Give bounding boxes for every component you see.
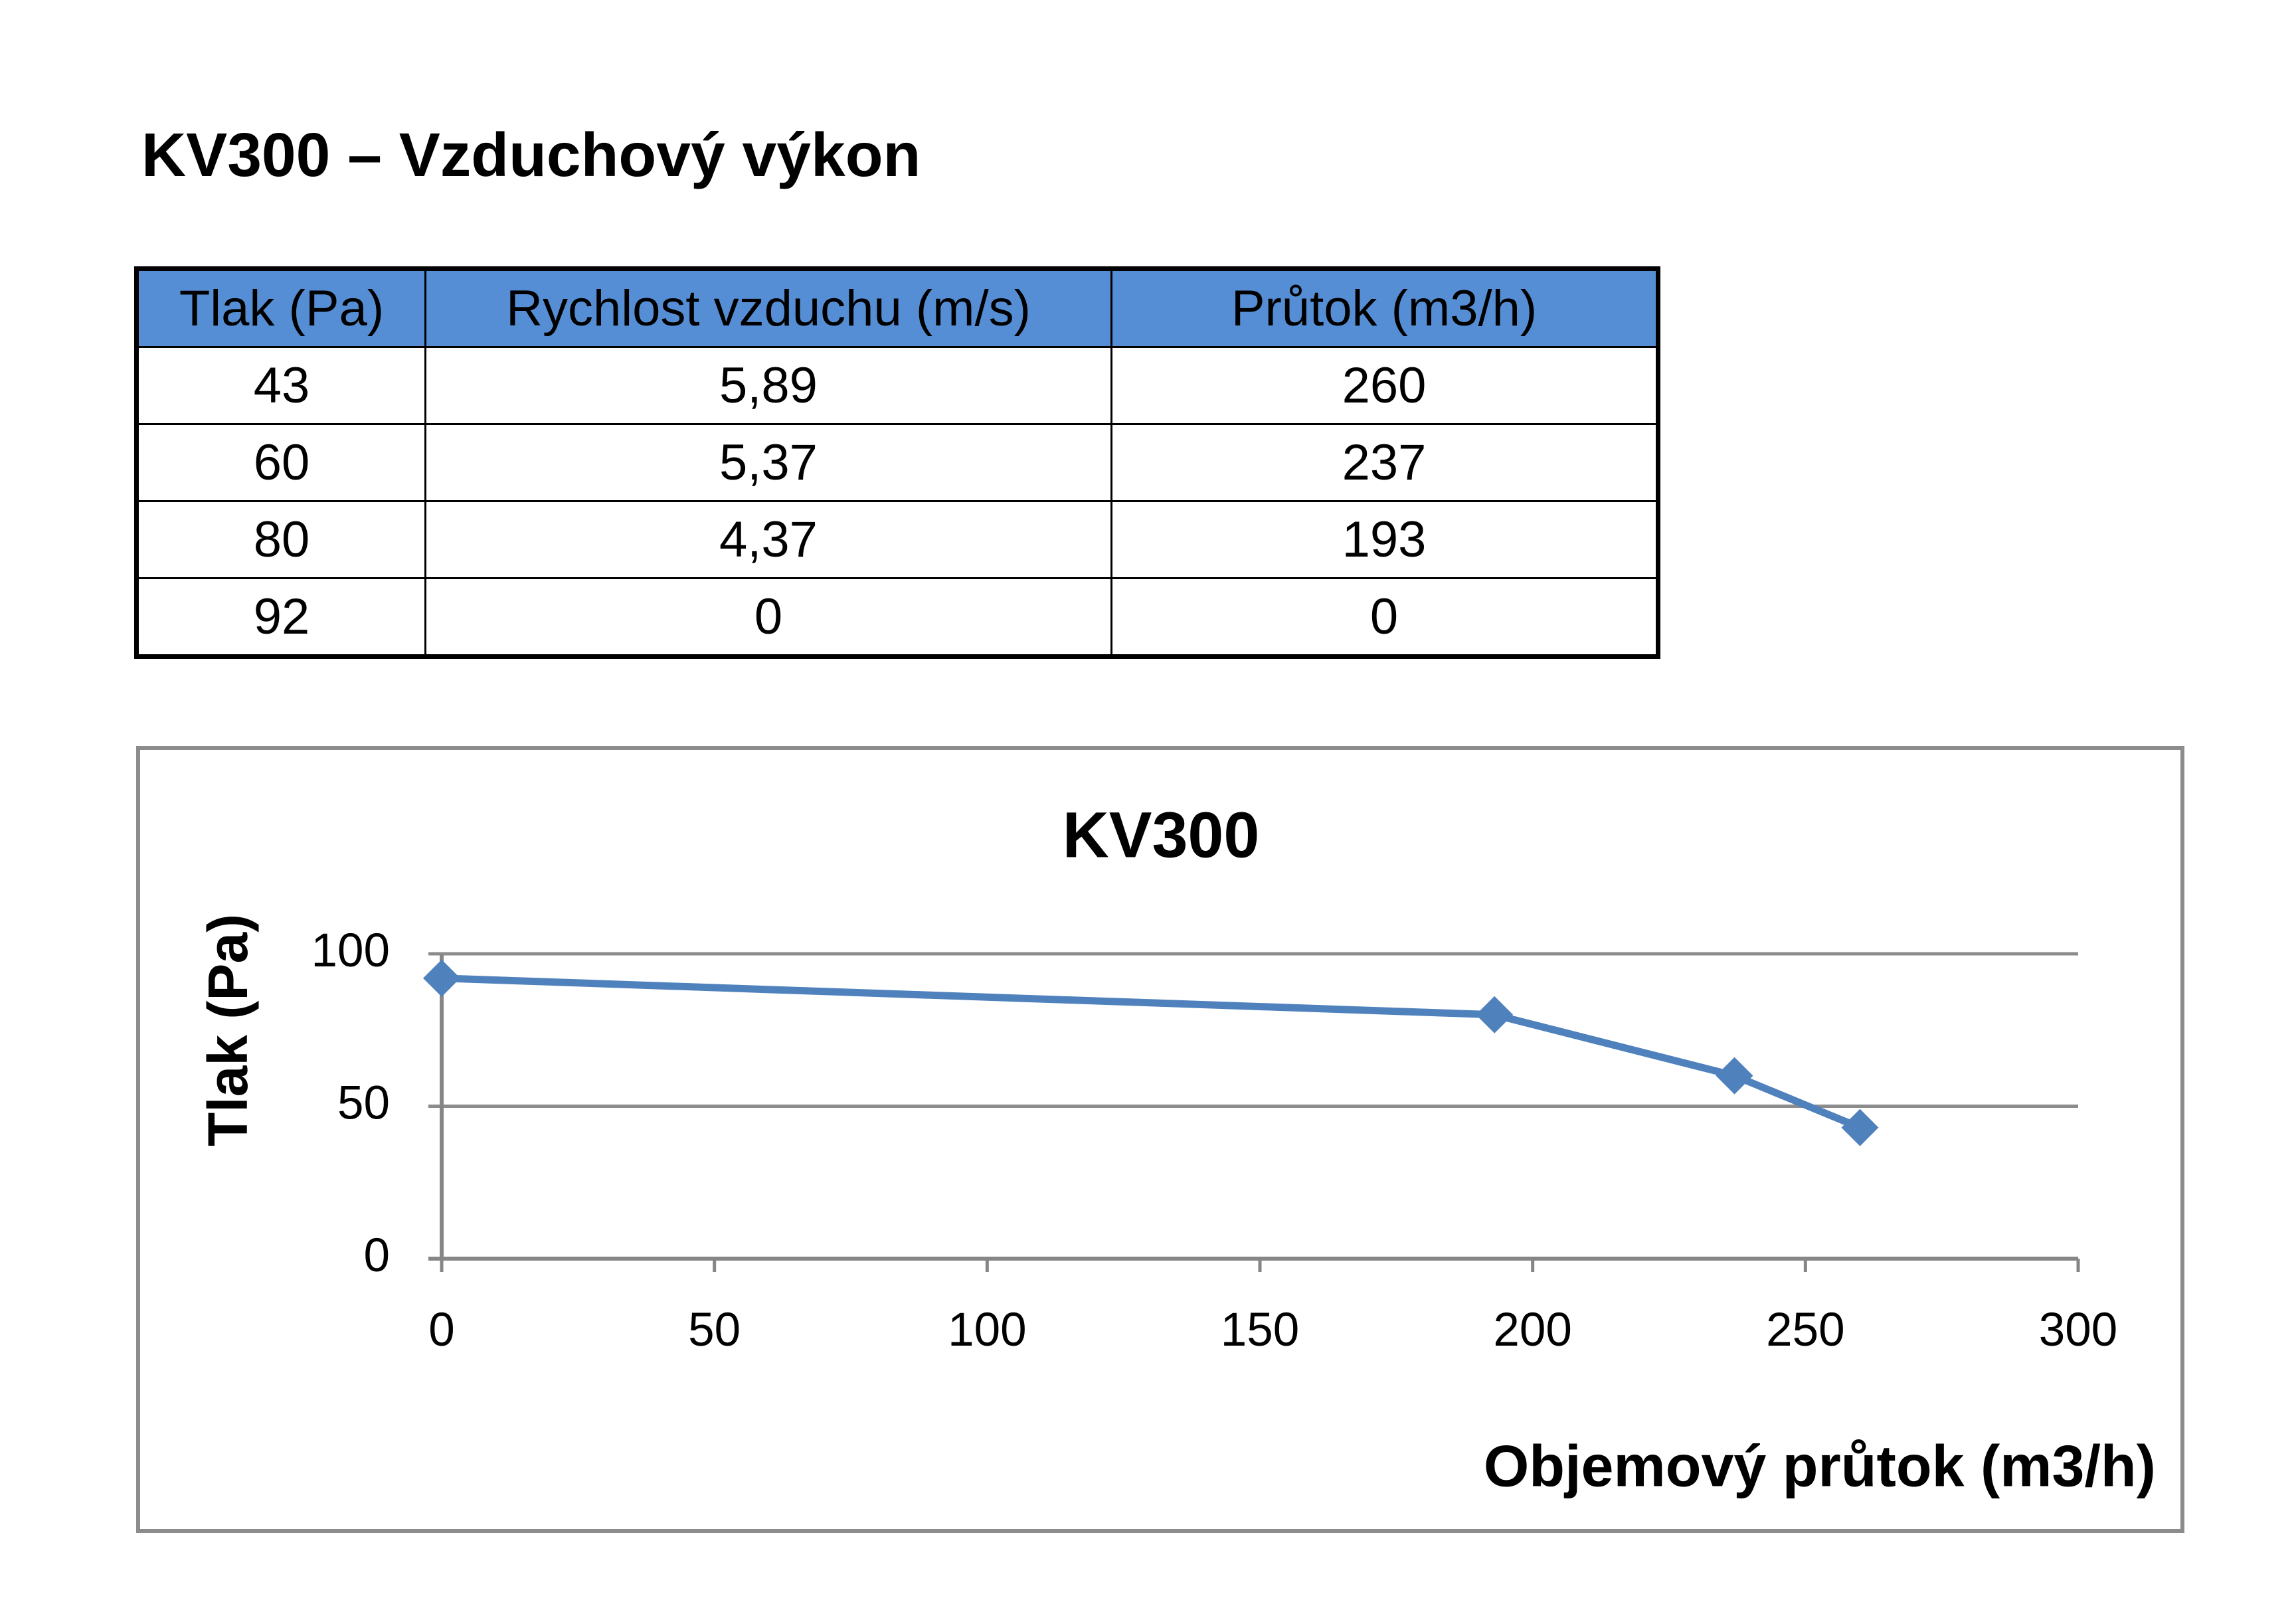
table-cell: 0 bbox=[424, 577, 1112, 658]
data-point bbox=[423, 959, 460, 997]
data-point bbox=[1841, 1109, 1879, 1146]
x-tick-label: 300 bbox=[2039, 1304, 2117, 1356]
table-cell: 4,37 bbox=[424, 500, 1112, 579]
header-row: Tlak (Pa) Rychlost vzduchu (m/s) Průtok … bbox=[135, 268, 1659, 348]
document-title: KV300 – Vzduchový výkon bbox=[141, 120, 921, 189]
table-cell: 43 bbox=[135, 346, 426, 425]
table-cell: 92 bbox=[135, 577, 426, 658]
table-row: 80 4,37 193 bbox=[135, 500, 1659, 579]
header-cell: Tlak (Pa) bbox=[135, 268, 426, 348]
table-cell: 193 bbox=[1110, 500, 1659, 579]
x-tick-label: 100 bbox=[948, 1304, 1026, 1356]
table-cell: 5,89 bbox=[424, 346, 1112, 425]
x-tick-label: 50 bbox=[688, 1304, 741, 1356]
data-table: Tlak (Pa) Rychlost vzduchu (m/s) Průtok … bbox=[134, 266, 1660, 659]
chart-frame bbox=[136, 746, 2184, 1533]
data-point bbox=[1476, 996, 1514, 1033]
table-row: 60 5,37 237 bbox=[135, 423, 1659, 502]
x-tick-label: 0 bbox=[428, 1304, 455, 1356]
x-tick-label: 250 bbox=[1766, 1304, 1844, 1356]
y-tick-label: 50 bbox=[337, 1077, 390, 1129]
table-body: 43 5,89 260 60 5,37 237 80 4,37 193 92 0 0 bbox=[135, 346, 1659, 658]
data-point bbox=[1716, 1057, 1753, 1095]
table-row: 43 5,89 260 bbox=[135, 346, 1659, 425]
x-tick-label: 200 bbox=[1493, 1304, 1571, 1356]
table-cell: 237 bbox=[1110, 423, 1659, 502]
table-cell: 5,37 bbox=[424, 423, 1112, 502]
table-cell: 0 bbox=[1110, 577, 1659, 658]
y-tick-label: 0 bbox=[364, 1229, 391, 1282]
x-tick-label: 150 bbox=[1221, 1304, 1299, 1356]
x-axis-title: Objemový průtok (m3/h) bbox=[1484, 1433, 2156, 1498]
table-cell: 260 bbox=[1110, 346, 1659, 425]
chart-title: KV300 bbox=[1063, 799, 1260, 871]
table-cell: 60 bbox=[135, 423, 426, 502]
y-axis-title: Tlak (Pa) bbox=[197, 914, 259, 1146]
table-cell: 80 bbox=[135, 500, 426, 579]
y-tick-label: 100 bbox=[311, 925, 390, 977]
header-cell: Rychlost vzduchu (m/s) bbox=[424, 268, 1112, 348]
table-row: 92 0 0 bbox=[135, 577, 1659, 658]
header-cell: Průtok (m3/h) bbox=[1110, 268, 1659, 348]
data-line bbox=[441, 974, 1862, 1131]
